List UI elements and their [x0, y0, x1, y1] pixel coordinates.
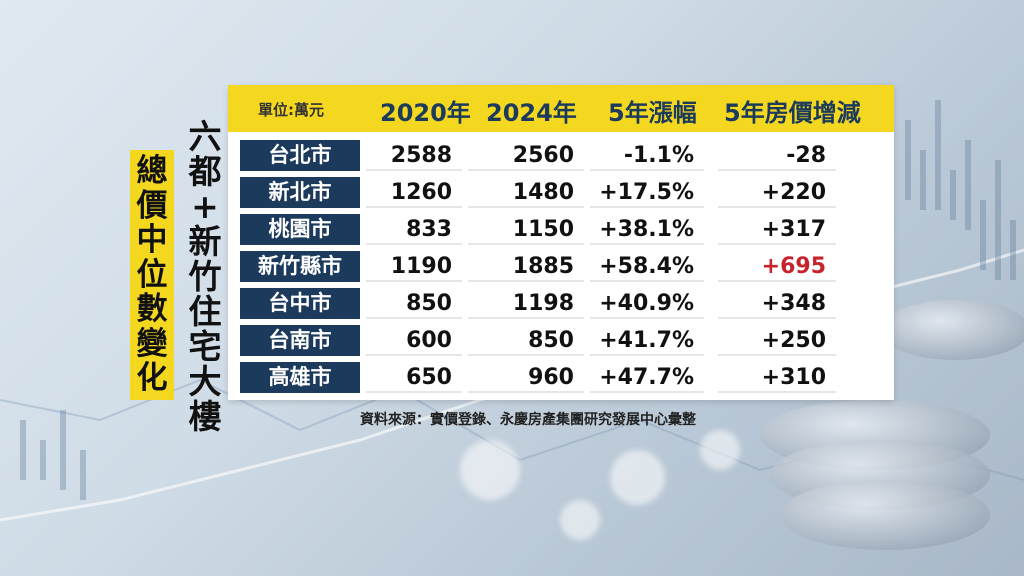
table-header: 單位:萬元 2020年 2024年 5年漲幅 5年房價增減 — [228, 85, 894, 132]
change-5yr-cell: -28 — [718, 140, 836, 171]
unit-label: 單位:萬元 — [258, 101, 324, 119]
price-2024-cell: 1480 — [468, 177, 584, 208]
bokeh-light — [460, 440, 520, 500]
column-2024: 2024年 — [486, 99, 577, 127]
city-label: 台南市 — [240, 325, 360, 356]
rate-5yr-cell: +58.4% — [590, 251, 704, 282]
price-2020-cell: 833 — [366, 214, 462, 245]
bokeh-light — [700, 430, 740, 470]
title-black-vertical: 六 都 + 新 竹 住 宅 大 樓 — [188, 117, 222, 436]
price-2024-cell: 850 — [468, 325, 584, 356]
rate-5yr-cell: +41.7% — [590, 325, 704, 356]
price-2024-cell: 2560 — [468, 140, 584, 171]
change-5yr-cell: +310 — [718, 362, 836, 393]
city-label: 新竹縣市 — [240, 251, 360, 282]
column-2020: 2020年 — [380, 99, 471, 127]
rate-5yr-cell: +38.1% — [590, 214, 704, 245]
rate-5yr-cell: +47.7% — [590, 362, 704, 393]
rate-5yr-cell: +40.9% — [590, 288, 704, 319]
price-2020-cell: 600 — [366, 325, 462, 356]
coin-stack — [780, 480, 990, 550]
city-label: 高雄市 — [240, 362, 360, 393]
bokeh-light — [610, 450, 665, 505]
price-2024-cell: 960 — [468, 362, 584, 393]
coin-stack — [880, 300, 1024, 360]
change-5yr-cell: +250 — [718, 325, 836, 356]
price-2020-cell: 1260 — [366, 177, 462, 208]
price-2020-cell: 850 — [366, 288, 462, 319]
change-5yr-cell: +695 — [718, 251, 836, 282]
title-yellow-vertical: 總 價 中 位 數 變 化 — [130, 150, 174, 400]
city-label: 桃園市 — [240, 214, 360, 245]
price-2020-cell: 1190 — [366, 251, 462, 282]
city-label: 台中市 — [240, 288, 360, 319]
price-2020-cell: 2588 — [366, 140, 462, 171]
change-5yr-cell: +220 — [718, 177, 836, 208]
column-5yr-rate: 5年漲幅 — [608, 99, 697, 127]
price-2024-cell: 1885 — [468, 251, 584, 282]
price-2020-cell: 650 — [366, 362, 462, 393]
price-2024-cell: 1198 — [468, 288, 584, 319]
price-2024-cell: 1150 — [468, 214, 584, 245]
price-table: 單位:萬元 2020年 2024年 5年漲幅 5年房價增減 台北市 2588 256… — [228, 85, 894, 400]
city-label: 新北市 — [240, 177, 360, 208]
change-5yr-cell: +317 — [718, 214, 836, 245]
change-5yr-cell: +348 — [718, 288, 836, 319]
source-note: 資料來源：實價登錄、永慶房產集團研究發展中心彙整 — [360, 412, 696, 428]
rate-5yr-cell: +17.5% — [590, 177, 704, 208]
rate-5yr-cell: -1.1% — [590, 140, 704, 171]
bokeh-light — [560, 500, 600, 540]
city-label: 台北市 — [240, 140, 360, 171]
column-5yr-change: 5年房價增減 — [724, 99, 861, 127]
